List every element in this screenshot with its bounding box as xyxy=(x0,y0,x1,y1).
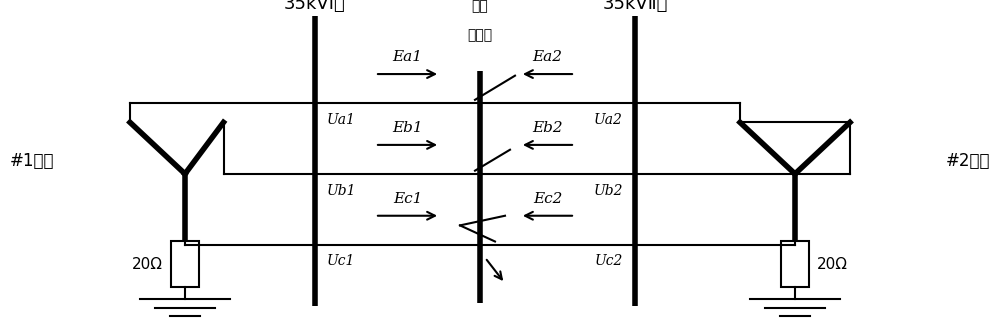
Text: Eb1: Eb1 xyxy=(392,121,423,135)
Text: Ub2: Ub2 xyxy=(594,184,623,197)
Text: 35kVⅠ母: 35kVⅠ母 xyxy=(284,0,346,13)
Text: 20Ω: 20Ω xyxy=(817,257,848,271)
Text: Ub1: Ub1 xyxy=(327,184,356,197)
Text: Eb2: Eb2 xyxy=(532,121,563,135)
Text: 母联: 母联 xyxy=(472,0,488,13)
Text: #1主变: #1主变 xyxy=(10,152,54,170)
Text: 断路器: 断路器 xyxy=(467,28,493,42)
Text: 20Ω: 20Ω xyxy=(132,257,163,271)
Bar xyxy=(781,242,809,287)
Text: Ea2: Ea2 xyxy=(532,51,562,64)
Text: Ua1: Ua1 xyxy=(327,113,356,127)
Text: Ea1: Ea1 xyxy=(392,51,422,64)
Text: Uc2: Uc2 xyxy=(595,254,623,268)
Text: Ec1: Ec1 xyxy=(393,192,422,206)
Bar xyxy=(171,242,199,287)
Text: Ec2: Ec2 xyxy=(533,192,562,206)
Text: Uc1: Uc1 xyxy=(327,254,355,268)
Text: Ua2: Ua2 xyxy=(594,113,623,127)
Text: 35kVⅡ母: 35kVⅡ母 xyxy=(602,0,668,13)
Text: #2主变: #2主变 xyxy=(946,152,990,170)
